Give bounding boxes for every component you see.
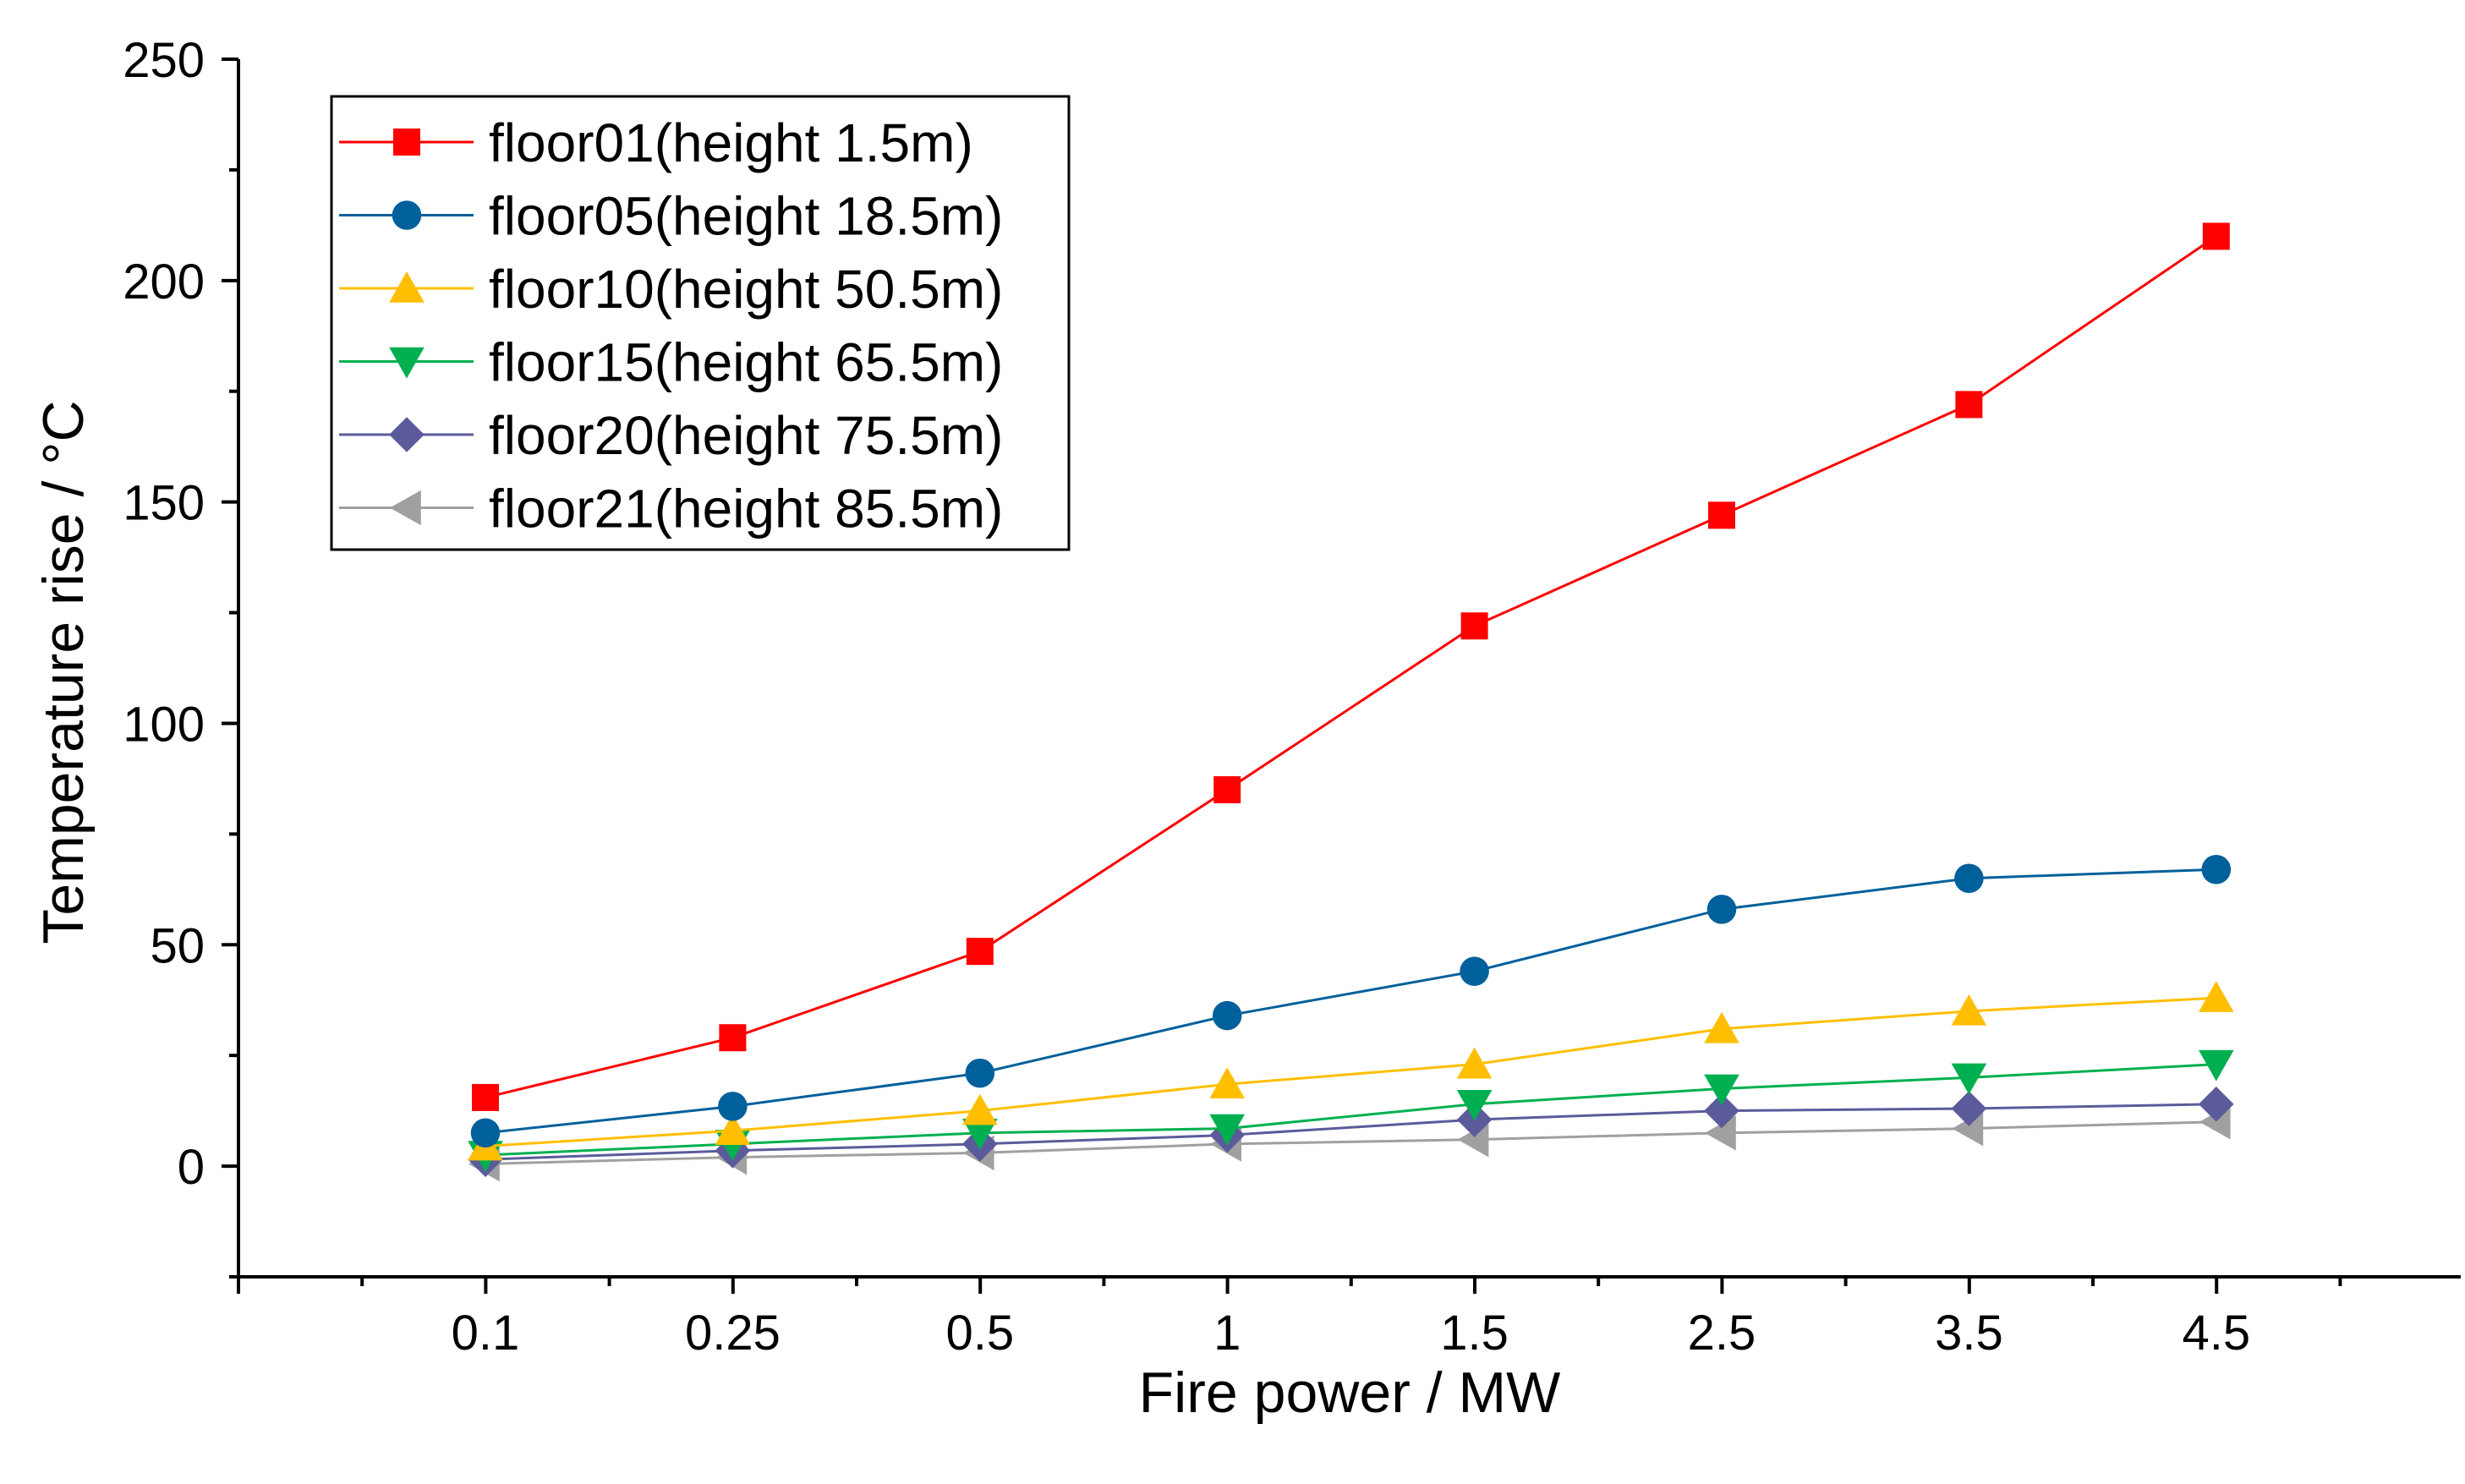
- y-tick-label: 200: [123, 255, 205, 309]
- data-point: [2201, 854, 2232, 884]
- y-axis-title: Temperature rise / °C: [31, 400, 96, 944]
- x-tick-label: 2.5: [1688, 1306, 1756, 1361]
- x-tick-label: 4.5: [2182, 1306, 2250, 1361]
- legend-item: floor20(height 75.5m): [339, 405, 1003, 466]
- series-3: [468, 981, 2234, 1161]
- series-2: [470, 854, 2232, 1148]
- series-1: [472, 222, 2230, 1111]
- y-ticks: 0 50 100 150 200 250: [123, 33, 238, 1279]
- data-point: [1209, 1114, 1245, 1146]
- legend-box: [330, 95, 1071, 551]
- data-point: [1704, 1074, 1739, 1106]
- data-point: [2199, 1086, 2234, 1122]
- x-tick-label: 0.25: [685, 1306, 781, 1361]
- data-point: [1460, 956, 1489, 986]
- data-point: [1705, 1115, 1736, 1151]
- data-point: [1456, 1047, 1493, 1079]
- legend-marker: [389, 417, 425, 452]
- data-point: [1209, 1067, 1245, 1099]
- data-point: [1951, 1063, 1987, 1095]
- data-point: [719, 1024, 747, 1052]
- legend-label: floor21(height 85.5m): [489, 479, 1003, 539]
- x-ticks: 0.1 0.25 0.5 1 1.5 2.5 3.5 4.5: [237, 1277, 2342, 1361]
- data-point: [962, 1093, 998, 1125]
- series-line: [485, 868, 2216, 1135]
- data-point: [962, 1119, 998, 1150]
- data-point: [1951, 994, 1987, 1026]
- legend-label: floor05(height 18.5m): [489, 186, 1003, 247]
- series-line: [485, 996, 2216, 1148]
- data-point: [2202, 222, 2230, 250]
- legend-item: floor01(height 1.5m): [339, 112, 973, 173]
- series-line: [485, 1063, 2216, 1157]
- legend-marker: [389, 271, 425, 303]
- data-point: [1460, 612, 1488, 640]
- legend-marker: [390, 490, 421, 526]
- legend-marker: [393, 129, 420, 156]
- data-point: [1708, 501, 1735, 529]
- data-point: [1213, 776, 1241, 803]
- data-point: [1955, 391, 1983, 419]
- x-tick-label: 1: [1213, 1306, 1241, 1361]
- legend-item: floor21(height 85.5m): [339, 479, 1003, 539]
- axes: 0.1 0.25 0.5 1 1.5 2.5 3.5 4.5 0 50 100 150 200 250: [123, 33, 2461, 1361]
- legend-label: floor01(height 1.5m): [489, 112, 973, 173]
- y-tick-label: 150: [123, 476, 205, 531]
- y-tick-label: 250: [123, 33, 205, 88]
- legend-marker: [392, 200, 422, 230]
- x-tick-label: 0.5: [945, 1306, 1014, 1361]
- series-line: [485, 235, 2217, 1099]
- x-tick-label: 0.1: [452, 1306, 520, 1361]
- data-point: [470, 1118, 501, 1148]
- data-point: [715, 1114, 751, 1145]
- legend-item: floor10(height 50.5m): [339, 259, 1003, 320]
- x-tick-label: 3.5: [1935, 1306, 2003, 1361]
- data-point: [1704, 1011, 1739, 1043]
- series-line: [485, 1103, 2216, 1161]
- y-tick-label: 50: [150, 918, 205, 973]
- x-tick-label: 1.5: [1440, 1306, 1509, 1361]
- legend-label: floor20(height 75.5m): [489, 405, 1003, 466]
- data-point: [1954, 863, 1984, 894]
- y-tick-label: 0: [178, 1140, 205, 1195]
- legend-item: floor05(height 18.5m): [339, 186, 1003, 247]
- data-point: [2199, 981, 2234, 1012]
- data-point: [472, 1083, 499, 1111]
- data-point: [1704, 1092, 1739, 1129]
- x-axis-title: Fire power / MW: [1139, 1361, 1561, 1425]
- legend-label: floor10(height 50.5m): [489, 259, 1003, 320]
- data-point: [966, 938, 994, 966]
- series: [468, 222, 2234, 1182]
- series-line: [485, 1120, 2216, 1165]
- legend-marker: [389, 347, 425, 379]
- data-point: [1212, 1000, 1242, 1031]
- data-point: [2199, 1049, 2234, 1082]
- data-point: [965, 1058, 995, 1088]
- legend: floor01(height 1.5m) floor05(height 18.5m…: [330, 95, 1071, 551]
- data-point: [1706, 895, 1737, 924]
- legend-label: floor15(height 65.5m): [489, 332, 1003, 393]
- data-point: [718, 1092, 748, 1121]
- data-point: [1456, 1089, 1493, 1121]
- data-point: [1951, 1091, 1987, 1126]
- y-tick-label: 100: [123, 697, 205, 752]
- legend-item: floor15(height 65.5m): [339, 332, 1003, 393]
